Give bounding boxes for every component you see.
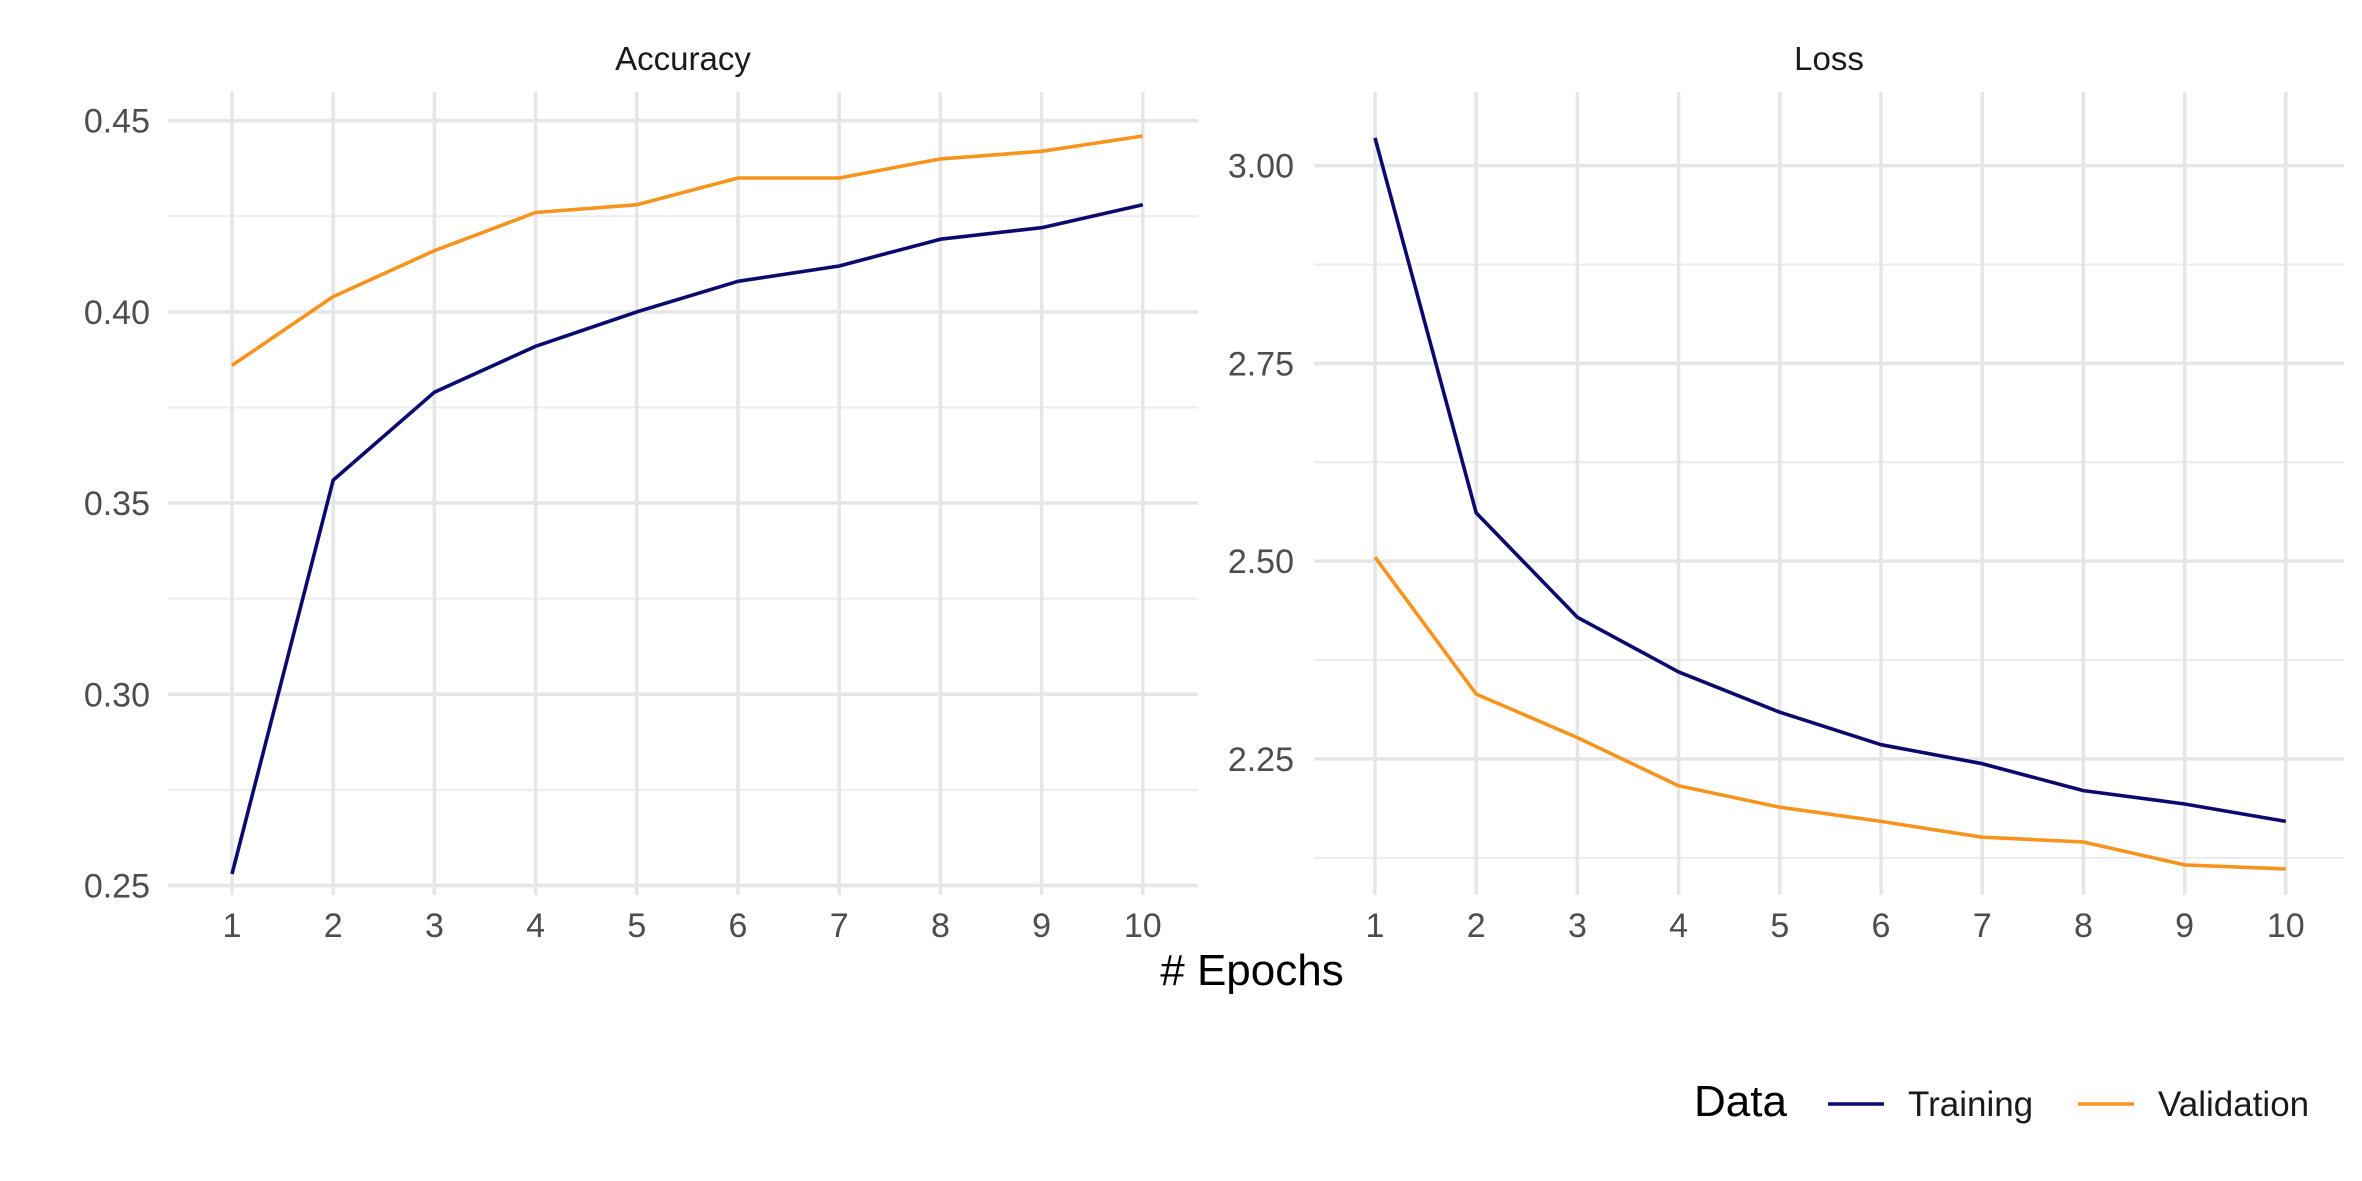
x-tick-label: 1 <box>1366 907 1385 945</box>
y-tick-label: 0.30 <box>84 676 150 714</box>
legend-entry-training: Training <box>1828 1085 2033 1124</box>
x-tick-label: 4 <box>1669 907 1688 945</box>
x-tick-label: 4 <box>526 907 545 945</box>
series-line-validation <box>1373 556 2286 871</box>
y-tick-label: 0.35 <box>84 485 150 523</box>
x-tick-label: 7 <box>830 907 849 945</box>
x-tick-label: 2 <box>1467 907 1486 945</box>
x-tick-label: 5 <box>1770 907 1789 945</box>
x-tick-label: 8 <box>2074 907 2093 945</box>
y-tick-label: 2.50 <box>1228 543 1294 581</box>
panel-loss: 2.25 2.50 2.75 3.00 1 2 3 4 5 6 7 8 9 10 Loss <box>1228 40 2344 945</box>
x-tick-label: 9 <box>2175 907 2194 945</box>
panel-title: Loss <box>1794 40 1864 77</box>
series-line-training <box>1373 137 2287 824</box>
series-line-validation <box>230 134 1144 367</box>
x-tick-label: 8 <box>931 907 950 945</box>
x-axis-title: # Epochs <box>1160 946 1343 995</box>
legend-label: Training <box>1908 1085 2033 1124</box>
legend-title: Data <box>1694 1077 1787 1126</box>
y-tick-label: 2.75 <box>1228 345 1294 383</box>
x-tick-label: 3 <box>1568 907 1587 945</box>
x-tick-label: 2 <box>324 907 343 945</box>
x-tick-label: 9 <box>1032 907 1051 945</box>
y-tick-label: 2.25 <box>1228 741 1294 779</box>
x-tick-label: 10 <box>1124 907 1162 945</box>
y-tick-label: 0.40 <box>84 294 150 332</box>
x-tick-label: 6 <box>729 907 748 945</box>
y-tick-label: 3.00 <box>1228 148 1294 186</box>
x-tick-label: 1 <box>223 907 242 945</box>
legend-entry-validation: Validation <box>2078 1085 2309 1124</box>
facet-panels: 0.25 0.30 0.35 0.40 0.45 1 2 3 4 5 6 7 8 9 10 Accuracy 2… <box>84 40 2344 945</box>
panel-accuracy: 0.25 0.30 0.35 0.40 0.45 1 2 3 4 5 6 7 8 9 10 Accuracy <box>84 40 1198 945</box>
x-tick-label: 5 <box>627 907 646 945</box>
legend: Data Training Validation <box>1694 1077 2309 1126</box>
legend-label: Validation <box>2158 1085 2309 1124</box>
panel-title: Accuracy <box>615 40 751 77</box>
x-tick-label: 3 <box>425 907 444 945</box>
x-tick-label: 6 <box>1872 907 1891 945</box>
y-tick-label: 0.45 <box>84 103 150 141</box>
y-tick-label: 0.25 <box>84 867 150 905</box>
x-tick-label: 7 <box>1973 907 1992 945</box>
series-line-training <box>230 203 1144 875</box>
x-tick-label: 10 <box>2267 907 2305 945</box>
